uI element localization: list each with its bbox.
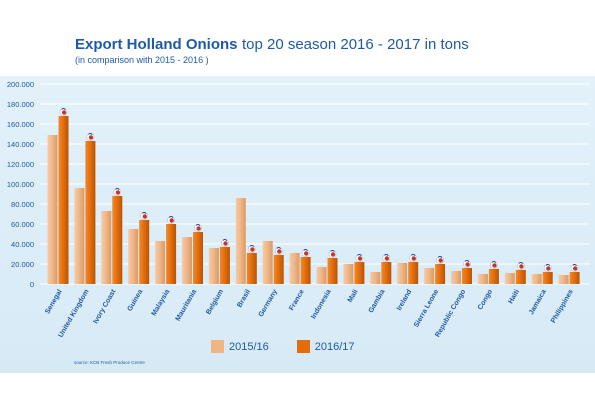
onion-icon <box>489 260 498 269</box>
legend-swatch-2016 <box>296 340 310 353</box>
bar-2016-17 <box>542 272 553 284</box>
bar-2016-17 <box>193 232 203 284</box>
onion-icon <box>301 248 310 257</box>
chart-title-strong: Export Holland Onions <box>75 36 238 53</box>
y-tick-label: 0 <box>30 280 34 289</box>
bar-2016-17 <box>569 272 580 284</box>
bar-2016-17 <box>112 196 123 284</box>
y-tick-label: 120.000 <box>7 160 34 169</box>
bar-2015-16 <box>531 274 542 284</box>
bar-2015-16 <box>155 241 166 284</box>
onion-icon <box>86 132 95 141</box>
onion-icon <box>543 263 552 272</box>
bar-2016-17 <box>139 220 150 284</box>
legend-swatch-2015 <box>211 340 224 353</box>
onion-icon <box>140 211 149 220</box>
y-axis: 0 20.000 40.000 60.000 80.000 100.000 120.000 1… <box>7 80 34 289</box>
onion-icon <box>355 253 364 262</box>
onion-icon <box>463 259 471 268</box>
bar-2016-17 <box>219 247 230 284</box>
onion-icon <box>194 223 202 232</box>
onion-icon <box>59 107 68 116</box>
bar-2015-16 <box>316 267 327 284</box>
onion-icon <box>274 246 283 255</box>
bar-2015-16 <box>74 188 85 284</box>
legend-label-2016: 2016/17 <box>314 340 355 353</box>
bar-2016-17 <box>85 141 96 284</box>
legend-label-2015: 2015/16 <box>229 340 269 353</box>
bar-2016-17 <box>408 262 419 284</box>
bar-2016-17 <box>354 262 365 284</box>
chart-subtitle: (in comparison with 2015 - 2016 ) <box>75 55 209 65</box>
onion-icon <box>247 244 256 253</box>
y-tick-label: 140.000 <box>7 140 34 149</box>
bar-2015-16 <box>558 275 569 284</box>
bar-2015-16 <box>370 272 381 284</box>
y-tick-label: 160.000 <box>7 120 34 129</box>
source-note: source: KCB Fresh Produce Centre <box>74 360 145 365</box>
bar-2015-16 <box>289 253 300 284</box>
bar-2016-17 <box>381 262 392 284</box>
legend-item-2016: 2016/17 <box>296 340 355 353</box>
onion-icon <box>516 261 525 270</box>
bar-2015-16 <box>424 268 435 284</box>
onion-icon <box>113 187 122 196</box>
bar-2015-16 <box>182 237 192 284</box>
legend-item-2015: 2015/16 <box>211 340 269 353</box>
bar-2016-17 <box>462 268 472 284</box>
bar-2015-16 <box>208 248 219 284</box>
bar-2016-17 <box>58 116 69 284</box>
legend: 2015/16 2016/17 <box>211 340 383 353</box>
bar-2015-16 <box>128 229 139 284</box>
y-tick-label: 100.000 <box>7 180 34 189</box>
y-tick-label: 60.000 <box>11 220 34 229</box>
onion-icon <box>220 238 229 247</box>
bar-2015-16 <box>397 263 408 284</box>
bar-2015-16 <box>262 241 273 284</box>
bar-2016-17 <box>273 255 284 284</box>
bar-2015-16 <box>477 274 488 284</box>
chart-title-rest: top 20 season 2016 - 2017 in tons <box>241 36 469 53</box>
onion-icon <box>328 249 337 258</box>
chart-title: Export Holland Onions top 20 season 2016… <box>75 36 469 54</box>
bar-2015-16 <box>101 211 112 284</box>
bar-2016-17 <box>300 257 311 284</box>
bar-2015-16 <box>343 264 354 284</box>
bar-2015-16 <box>451 271 461 284</box>
bar-2015-16 <box>504 273 515 284</box>
bar-2016-17 <box>515 270 526 284</box>
y-tick-label: 200.000 <box>7 80 34 89</box>
bars-layer <box>47 107 580 284</box>
onion-icon <box>570 263 579 272</box>
onion-icon <box>167 215 175 224</box>
bar-2016-17 <box>327 258 338 284</box>
bar-2016-17 <box>435 264 446 284</box>
y-tick-label: 20.000 <box>11 260 34 269</box>
y-tick-label: 180.000 <box>7 100 34 109</box>
onion-icon <box>382 253 391 262</box>
y-tick-label: 40.000 <box>11 240 34 249</box>
bar-2015-16 <box>47 135 58 284</box>
y-tick-label: 80.000 <box>11 200 34 209</box>
bar-2016-17 <box>166 224 177 284</box>
bar-2016-17 <box>246 253 257 284</box>
onion-icon <box>409 253 418 262</box>
onion-icon <box>436 255 444 264</box>
bar-2015-16 <box>235 198 246 284</box>
bar-2016-17 <box>488 269 499 284</box>
